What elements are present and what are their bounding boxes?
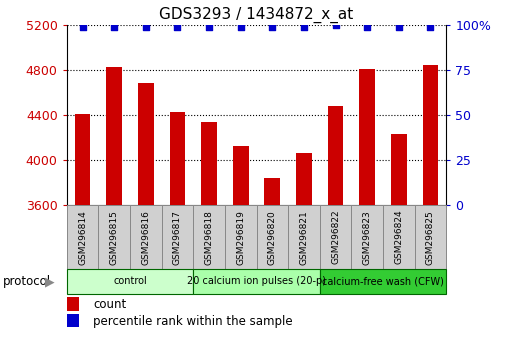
FancyBboxPatch shape xyxy=(67,205,98,269)
FancyBboxPatch shape xyxy=(351,205,383,269)
Text: GSM296814: GSM296814 xyxy=(78,210,87,264)
Point xyxy=(236,24,245,29)
Point xyxy=(110,24,118,29)
FancyBboxPatch shape xyxy=(320,269,446,294)
Bar xyxy=(296,153,312,205)
FancyBboxPatch shape xyxy=(383,205,415,269)
Text: GSM296819: GSM296819 xyxy=(236,210,245,265)
FancyBboxPatch shape xyxy=(162,205,193,269)
Text: 20 calcium ion pulses (20-p): 20 calcium ion pulses (20-p) xyxy=(187,276,326,286)
Bar xyxy=(138,84,154,205)
Text: GSM296815: GSM296815 xyxy=(110,210,119,265)
FancyBboxPatch shape xyxy=(130,205,162,269)
Bar xyxy=(201,122,217,205)
Text: ▶: ▶ xyxy=(45,275,54,288)
Text: protocol: protocol xyxy=(3,275,51,288)
Text: control: control xyxy=(113,276,147,286)
Point xyxy=(78,24,87,29)
Point xyxy=(173,24,182,29)
Point xyxy=(205,24,213,29)
Bar xyxy=(74,114,90,205)
Bar xyxy=(359,69,375,205)
Point xyxy=(394,24,403,29)
Text: GSM296822: GSM296822 xyxy=(331,210,340,264)
Bar xyxy=(67,314,79,327)
FancyBboxPatch shape xyxy=(193,205,225,269)
Text: GSM296817: GSM296817 xyxy=(173,210,182,265)
Bar xyxy=(328,106,344,205)
FancyBboxPatch shape xyxy=(256,205,288,269)
Text: GSM296816: GSM296816 xyxy=(141,210,150,265)
Bar xyxy=(169,112,185,205)
Title: GDS3293 / 1434872_x_at: GDS3293 / 1434872_x_at xyxy=(160,7,353,23)
Text: calcium-free wash (CFW): calcium-free wash (CFW) xyxy=(322,276,444,286)
FancyBboxPatch shape xyxy=(415,205,446,269)
Text: GSM296823: GSM296823 xyxy=(363,210,372,264)
Point xyxy=(363,24,371,29)
FancyBboxPatch shape xyxy=(193,269,320,294)
Text: percentile rank within the sample: percentile rank within the sample xyxy=(93,315,293,327)
FancyBboxPatch shape xyxy=(320,205,351,269)
FancyBboxPatch shape xyxy=(98,205,130,269)
Bar xyxy=(423,65,439,205)
Point xyxy=(268,24,277,29)
Bar xyxy=(233,145,249,205)
Bar xyxy=(264,178,280,205)
Point xyxy=(300,24,308,29)
Bar xyxy=(67,297,79,311)
Text: count: count xyxy=(93,298,127,311)
Point xyxy=(331,22,340,28)
Text: GSM296818: GSM296818 xyxy=(205,210,213,265)
Point xyxy=(426,24,435,29)
FancyBboxPatch shape xyxy=(288,205,320,269)
Bar xyxy=(106,67,122,205)
Point xyxy=(142,24,150,29)
Text: GSM296821: GSM296821 xyxy=(300,210,308,264)
Text: GSM296825: GSM296825 xyxy=(426,210,435,264)
Bar xyxy=(391,134,407,205)
FancyBboxPatch shape xyxy=(67,269,193,294)
Text: GSM296820: GSM296820 xyxy=(268,210,277,264)
Text: GSM296824: GSM296824 xyxy=(394,210,403,264)
FancyBboxPatch shape xyxy=(225,205,256,269)
